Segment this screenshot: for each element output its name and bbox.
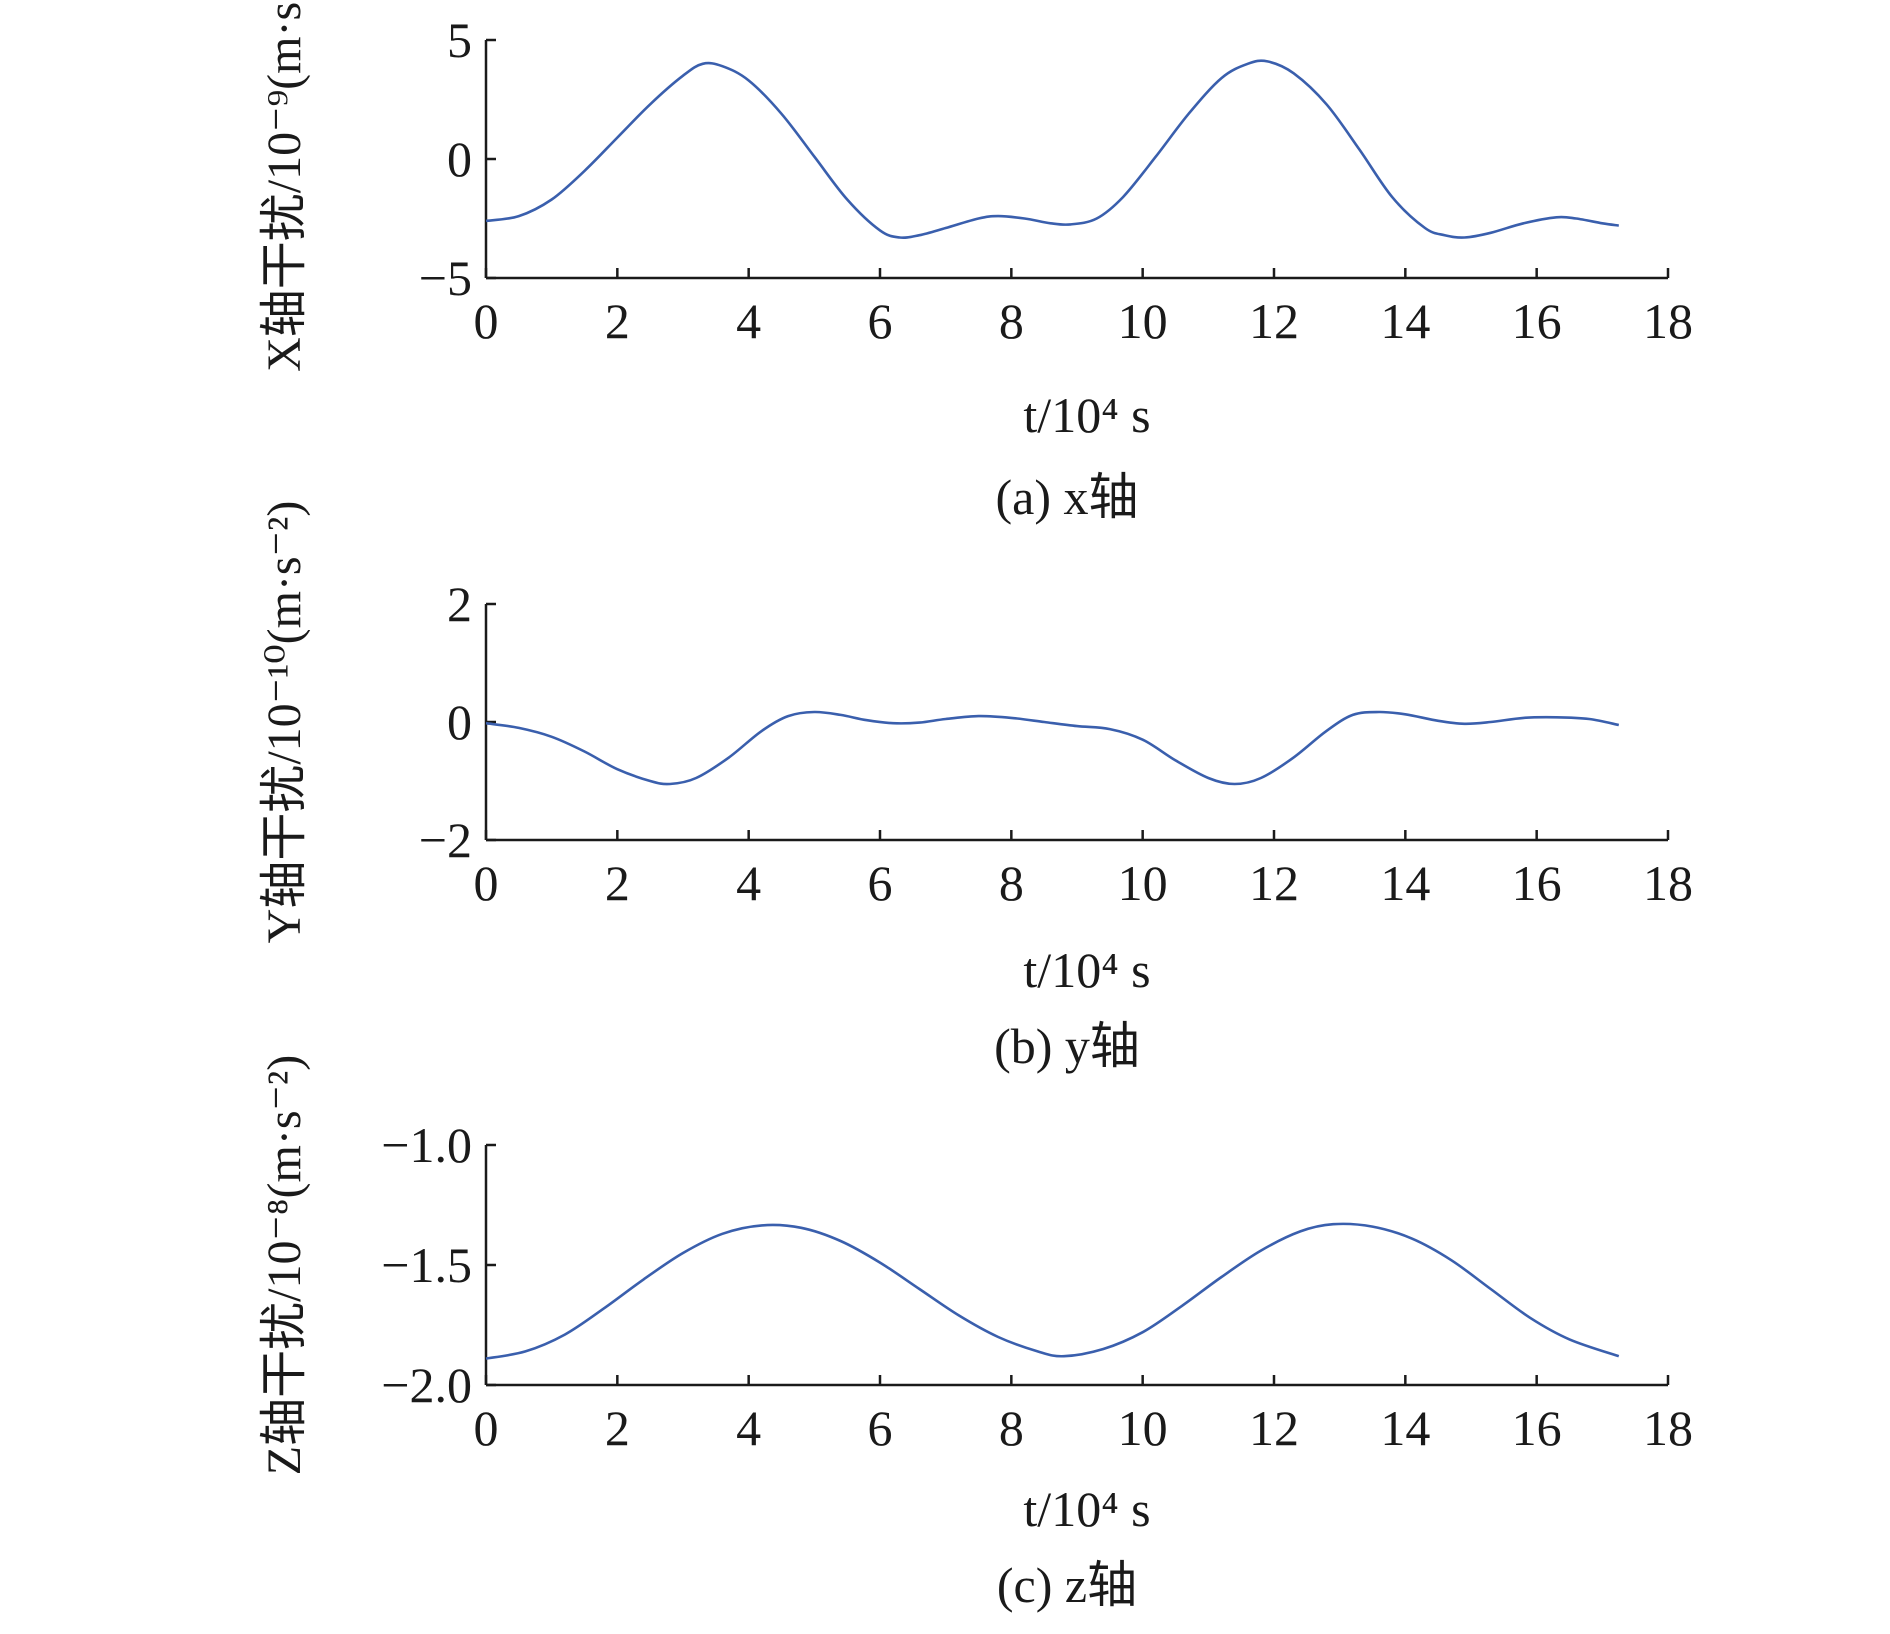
x-tick-label: 2: [605, 855, 630, 911]
x-tick-label: 18: [1643, 1400, 1693, 1456]
x-tick-label: 14: [1380, 1400, 1430, 1456]
x-tick-label: 6: [868, 1400, 893, 1456]
x-tick-label: 4: [736, 855, 761, 911]
y-tick-label: 5: [447, 12, 472, 68]
x-tick-label: 4: [736, 293, 761, 349]
series-line: [485, 59, 1619, 239]
x-tick-label: 6: [868, 293, 893, 349]
x-axis-label: t/10⁴ s: [1023, 942, 1150, 998]
x-tick-label: 16: [1512, 1400, 1562, 1456]
x-tick-label: 10: [1118, 855, 1168, 911]
x-tick-label: 4: [736, 1400, 761, 1456]
x-tick-label: 10: [1118, 293, 1168, 349]
x-tick-label: 18: [1643, 855, 1693, 911]
x-tick-label: 14: [1380, 293, 1430, 349]
x-tick-label: 18: [1643, 293, 1693, 349]
y-tick-label: −5: [419, 250, 472, 306]
y-tick-label: −2: [419, 812, 472, 868]
x-tick-label: 14: [1380, 855, 1430, 911]
x-tick-label: 2: [605, 1400, 630, 1456]
x-tick-label: 16: [1512, 855, 1562, 911]
series-line: [485, 710, 1620, 786]
series-line: [485, 1222, 1620, 1360]
x-axis-label: t/10⁴ s: [1023, 387, 1150, 443]
y-tick-label: 0: [447, 694, 472, 750]
x-tick-label: 8: [999, 293, 1024, 349]
panel-z-axis: 0 2 4 6 8 10 12 14 16 18 −2.0 −1.5 −1.0 t/10⁴ s Z轴干扰/1…: [258, 1055, 1693, 1613]
x-tick-label: 2: [605, 293, 630, 349]
x-tick-label: 8: [999, 855, 1024, 911]
y-axis-label: X轴干扰/10⁻⁹(m·s⁻²): [258, 0, 311, 372]
panel-caption: (b) y轴: [994, 1018, 1140, 1074]
x-tick-label: 0: [474, 855, 499, 911]
x-tick-label: 12: [1249, 293, 1299, 349]
y-axis-label: Z轴干扰/10⁻⁸(m·s⁻²): [258, 1055, 311, 1475]
x-tick-label: 12: [1249, 855, 1299, 911]
x-tick-label: 0: [474, 293, 499, 349]
x-tick-label: 10: [1118, 1400, 1168, 1456]
x-tick-label: 16: [1512, 293, 1562, 349]
x-tick-label: 0: [474, 1400, 499, 1456]
panel-caption: (c) z轴: [997, 1557, 1137, 1613]
x-tick-label: 12: [1249, 1400, 1299, 1456]
y-tick-label: −1.0: [381, 1117, 472, 1173]
x-axis-label: t/10⁴ s: [1023, 1481, 1150, 1537]
y-tick-label: 0: [447, 131, 472, 187]
y-tick-label: −1.5: [381, 1237, 472, 1293]
y-axis-label: Y轴干扰/10⁻¹⁰(m·s⁻²): [258, 501, 311, 944]
x-tick-label: 6: [868, 855, 893, 911]
panel-caption: (a) x轴: [996, 469, 1139, 525]
x-tick-label: 8: [999, 1400, 1024, 1456]
y-tick-label: 2: [447, 576, 472, 632]
y-tick-label: −2.0: [381, 1357, 472, 1413]
